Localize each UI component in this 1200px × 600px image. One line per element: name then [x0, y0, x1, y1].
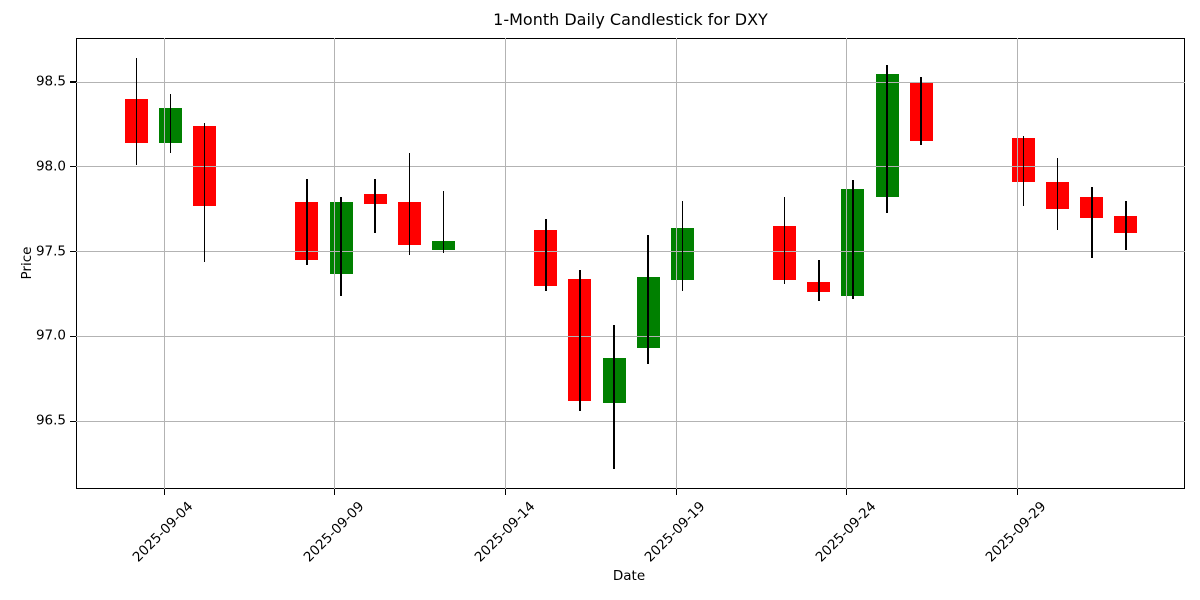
candle-wick-2025-09-22 [783, 197, 786, 284]
x-gridline-2025-09-09 [334, 38, 336, 489]
x-tick-2025-09-04 [163, 489, 165, 495]
candle-wick-2025-09-11 [408, 153, 411, 255]
y-tick-label-98.5: 98.5 [35, 73, 66, 90]
x-tick-label-2025-09-19: 2025-09-19 [641, 498, 709, 566]
x-tick-2025-09-24 [846, 489, 848, 495]
y-gridline-98.0 [76, 166, 1185, 168]
candle-wick-2025-09-24 [852, 180, 854, 300]
y-tick-label-98.0: 98.0 [35, 158, 66, 175]
candle-wick-2025-09-04 [169, 93, 172, 154]
x-tick-label-2025-09-29: 2025-09-29 [982, 498, 1050, 566]
candle-wick-2025-09-23 [817, 260, 820, 301]
x-tick-2025-09-14 [504, 489, 507, 495]
y-tick-98.5 [70, 81, 76, 83]
candle-wick-2025-09-19 [681, 200, 684, 291]
candle-wick-2025-09-30 [1056, 158, 1059, 230]
y-gridline-97.0 [76, 335, 1185, 337]
y-tick-98.0 [70, 166, 76, 168]
x-gridline-2025-09-24 [846, 38, 848, 489]
y-gridline-96.5 [76, 420, 1185, 422]
y-tick-96.5 [70, 420, 76, 422]
x-gridline-2025-09-04 [163, 38, 165, 489]
candle-wick-2025-09-10 [374, 178, 376, 233]
candle-wick-2025-09-16 [579, 270, 581, 411]
candle-wick-2025-10-01 [1090, 187, 1093, 259]
x-tick-2025-09-29 [1016, 489, 1018, 495]
y-tick-97.5 [70, 251, 76, 253]
y-gridline-98.5 [76, 81, 1185, 83]
y-tick-label-96.5: 96.5 [35, 412, 66, 429]
x-tick-label-2025-09-04: 2025-09-04 [129, 498, 197, 566]
x-tick-label-2025-09-14: 2025-09-14 [471, 498, 538, 566]
y-axis-label: Price [19, 246, 35, 280]
candle-wick-2025-09-08 [306, 178, 308, 266]
candle-wick-2025-09-29 [1022, 136, 1025, 206]
x-gridline-2025-09-29 [1016, 38, 1018, 489]
candle-wick-2025-09-03 [135, 58, 138, 166]
x-axis-label: Date [612, 568, 646, 584]
candle-wick-2025-09-09 [340, 197, 342, 296]
candle-wick-2025-09-15 [545, 219, 547, 291]
candle-wick-2025-09-26 [920, 76, 922, 145]
candle-wick-2025-09-05 [203, 122, 206, 262]
candle-wick-2025-09-25 [886, 65, 888, 213]
y-tick-label-97.5: 97.5 [35, 243, 66, 260]
x-tick-label-2025-09-24: 2025-09-24 [812, 498, 880, 566]
candle-wick-2025-09-18 [647, 234, 649, 364]
x-gridline-2025-09-14 [505, 38, 506, 489]
y-tick-97.0 [70, 335, 76, 337]
x-tick-label-2025-09-09: 2025-09-09 [300, 498, 368, 566]
x-tick-2025-09-19 [675, 489, 677, 495]
x-tick-2025-09-09 [334, 489, 336, 495]
candle-wick-2025-09-17 [613, 324, 615, 469]
candle-wick-2025-09-12 [442, 190, 445, 254]
chart-title: 1-Month Daily Candlestick for DXY [493, 10, 768, 29]
x-gridline-2025-09-19 [675, 38, 677, 489]
candle-wick-2025-10-02 [1125, 200, 1127, 250]
y-tick-label-97.0: 97.0 [35, 328, 66, 345]
plot-area [76, 38, 1185, 489]
y-gridline-97.5 [76, 251, 1185, 253]
